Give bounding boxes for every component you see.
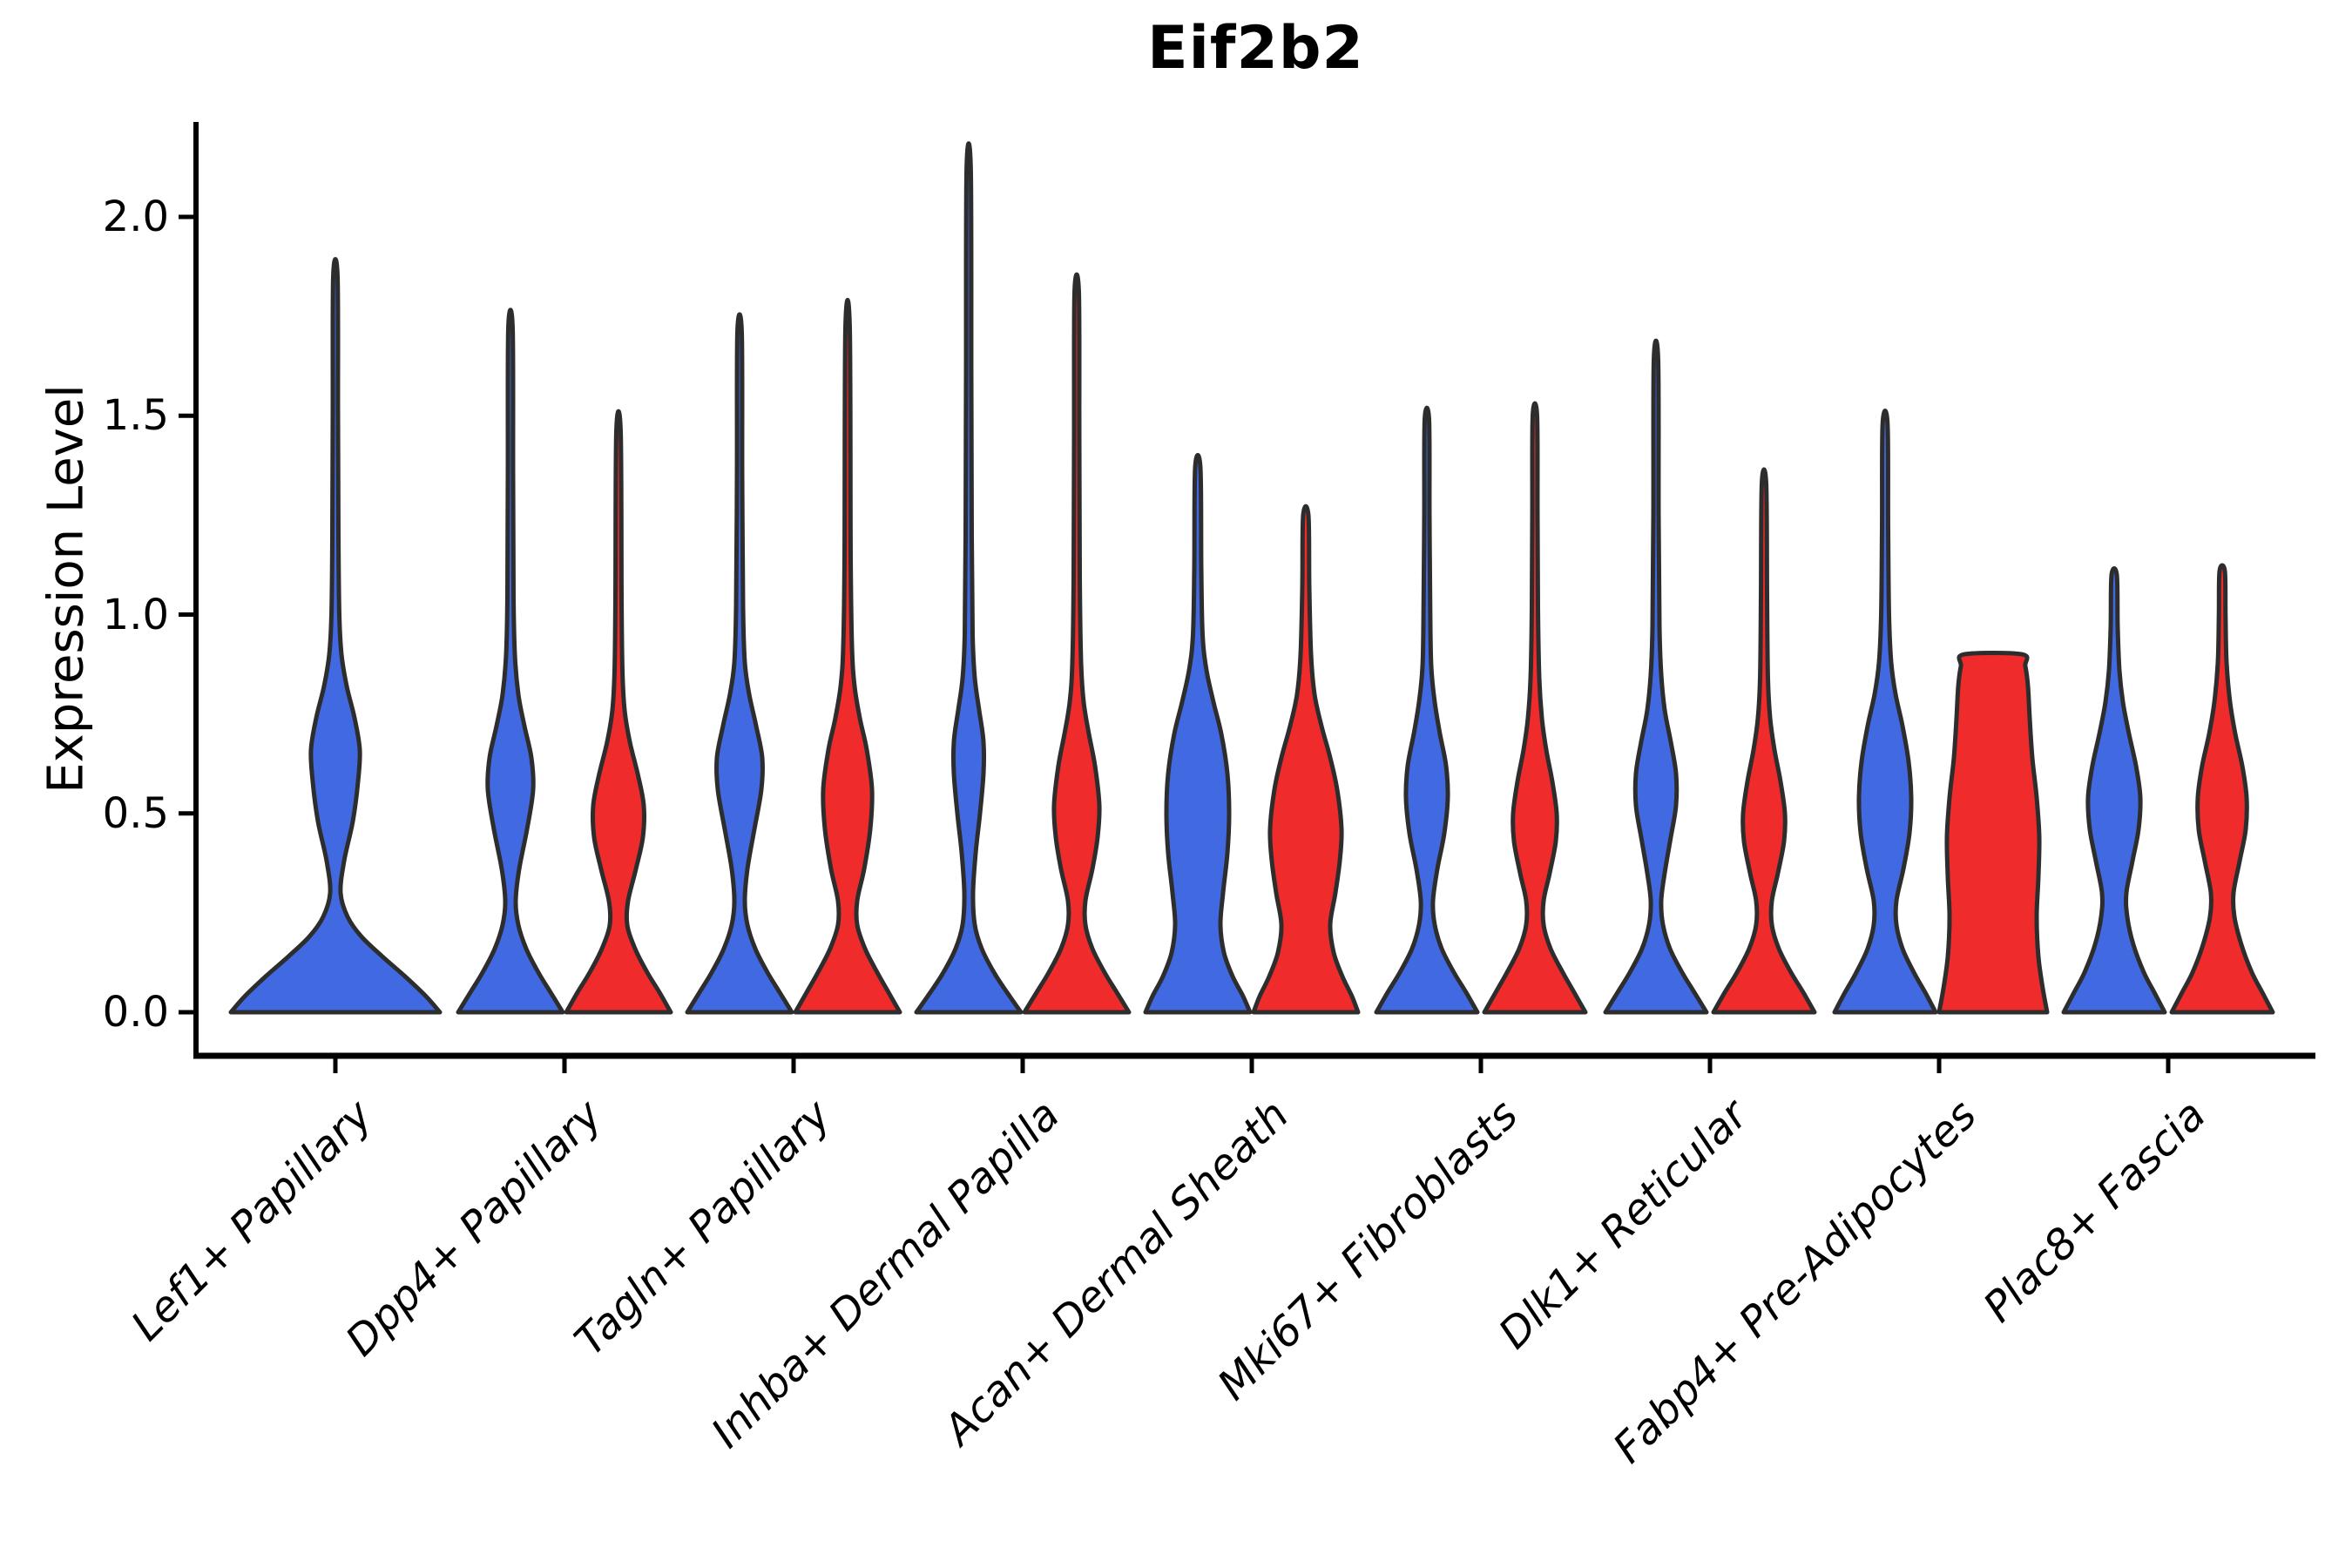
violin-dlk1-reticular-blue	[1603, 338, 1709, 1015]
violin-inhba-dermal-papilla-red	[1022, 272, 1132, 1015]
violin-acan-dermal-sheath-blue	[1143, 452, 1253, 1015]
violin-tagln-papillary-red	[793, 297, 902, 1015]
y-tick-label-2.0: 2.0	[102, 193, 169, 241]
chart-title: Eif2b2	[1147, 14, 1364, 83]
y-tick-label-0.5: 0.5	[102, 788, 169, 838]
violin-fabp4-pre-adipocytes-red	[1936, 650, 2050, 1015]
violin-tagln-papillary-blue	[685, 312, 794, 1015]
y-tick-label-1.0: 1.0	[102, 590, 169, 639]
violin-dlk1-reticular-red	[1711, 467, 1817, 1015]
y-tick-label-0.0: 0.0	[102, 988, 169, 1037]
violin-dpp4-papillary-red	[564, 409, 673, 1015]
violin-mki67-fibroblasts-blue	[1374, 405, 1480, 1015]
violin-inhba-dermal-papilla-blue	[914, 141, 1024, 1015]
y-axis-label: Expression Level	[37, 384, 95, 794]
y-tick-label-1.5: 1.5	[102, 391, 169, 441]
violin-fabp4-pre-adipocytes-blue	[1832, 409, 1938, 1015]
violin-lef1-papillary-blue	[228, 256, 443, 1015]
violin-plac8-fascia-blue	[2061, 565, 2167, 1015]
violin-dpp4-papillary-blue	[456, 308, 565, 1015]
violin-mki67-fibroblasts-red	[1482, 401, 1588, 1015]
violin-acan-dermal-sheath-red	[1251, 504, 1361, 1015]
violin-plac8-fascia-red	[2169, 563, 2275, 1015]
